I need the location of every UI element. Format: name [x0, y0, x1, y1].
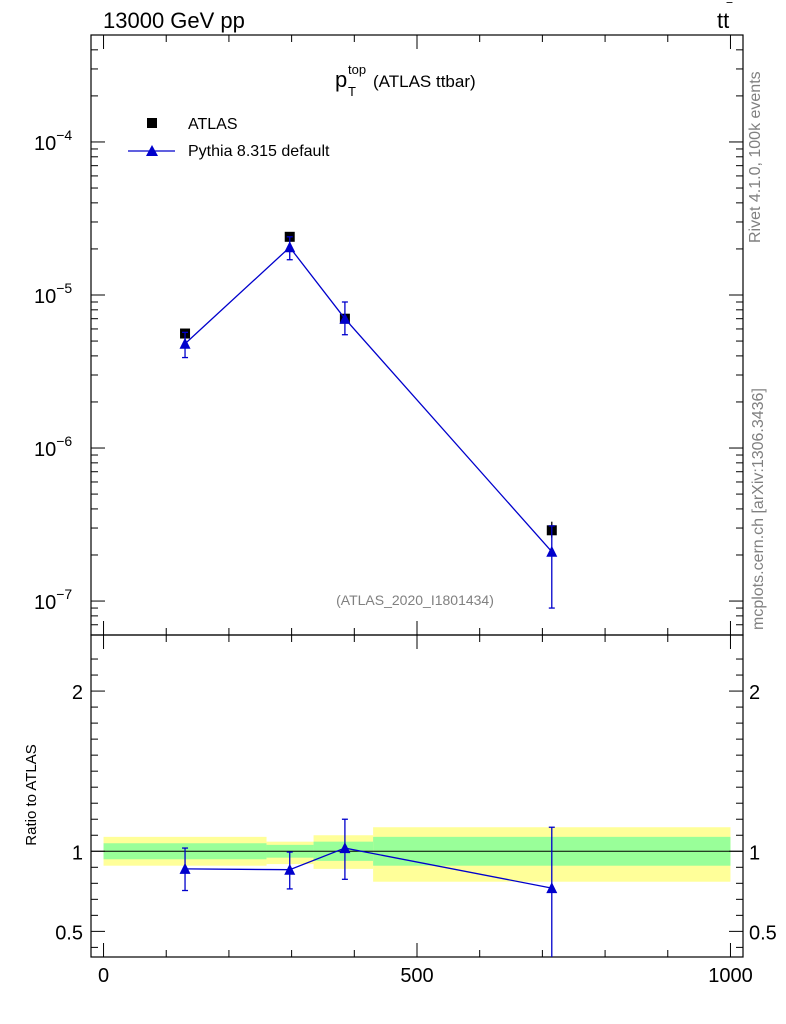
- main-y-tick-exponent: −7: [56, 586, 72, 602]
- legend: ATLAS Pythia 8.315 default: [128, 116, 330, 160]
- ratio-y-tick-label-left: 1: [72, 842, 83, 864]
- ratio-pythia-point: [284, 863, 296, 875]
- ratio-y-tick-label-right: 2: [749, 682, 760, 704]
- main-y-tick-label: 10−5: [34, 280, 72, 308]
- ratio-y-tick-label-left: 2: [72, 682, 83, 704]
- main-panel: 10−4 10−5 10−6 10−7 p top T (ATLAS ttbar) A…: [34, 34, 744, 636]
- main-y-tick-label: 10−4: [34, 127, 72, 155]
- ratio-x-tick-label: 500: [400, 965, 433, 987]
- ratio-series: [179, 818, 558, 957]
- main-series: [179, 231, 558, 609]
- ratio-y-tick-label-left: 0.5: [55, 922, 83, 944]
- main-y-ticks: 10−4 10−5 10−6 10−7: [34, 34, 743, 636]
- ratio-y-ticks: 2 2 1 1 0.5 0.5: [55, 658, 777, 948]
- main-y-tick-exponent: −4: [56, 127, 72, 143]
- ratio-pythia-point: [179, 862, 191, 874]
- ratio-pythia-point: [546, 882, 558, 894]
- chart-title-sup: top: [348, 62, 366, 77]
- pythia-line: [184, 246, 553, 553]
- main-x-ticks: [103, 35, 731, 635]
- legend-atlas-marker: [147, 118, 157, 128]
- ratio-x-ticks: 0 500 1000: [98, 635, 753, 987]
- ratio-x-tick-label: 1000: [708, 965, 753, 987]
- main-y-tick-label: 10−7: [34, 586, 72, 614]
- ratio-panel: 0 500 1000 2 2 1 1 0.5 0.5 Ratio to ATLAS: [23, 634, 777, 987]
- ratio-y-tick-label-right: 0.5: [749, 922, 777, 944]
- pythia-point: [339, 312, 351, 324]
- pythia-point: [179, 337, 191, 349]
- pythia-point: [284, 241, 296, 253]
- ratio-x-tick-label: 0: [98, 965, 109, 987]
- header-process-bar: ‾: [726, 1, 733, 18]
- chart-title-main: p: [335, 67, 347, 92]
- pythia-point: [546, 545, 558, 557]
- ratio-y-tick-label-right: 1: [749, 842, 760, 864]
- ratio-pythia-point: [339, 842, 351, 854]
- legend-pythia-label: Pythia 8.315 default: [188, 143, 330, 160]
- ratio-panel-frame: [90, 634, 744, 958]
- mcplots-source-label: mcplots.cern.ch [arXiv:1306.3436]: [750, 388, 767, 630]
- header-process-label: tt: [717, 8, 729, 33]
- chart-title-sub: T: [348, 84, 356, 99]
- chart-title-rest: (ATLAS ttbar): [373, 72, 476, 91]
- ratio-bands: [103, 827, 731, 882]
- main-y-tick-exponent: −6: [56, 433, 72, 449]
- legend-atlas-label: ATLAS: [188, 116, 238, 133]
- header-left-label: 13000 GeV pp: [103, 8, 245, 33]
- rivet-version-label: Rivet 4.1.0, 100k events: [747, 71, 764, 243]
- analysis-tag: (ATLAS_2020_I1801434): [336, 592, 494, 608]
- ratio-pythia-line: [185, 847, 552, 889]
- legend-pythia-marker: [146, 145, 158, 156]
- main-y-tick-label: 10−6: [34, 433, 72, 461]
- main-y-tick-exponent: −5: [56, 280, 72, 296]
- ratio-y-axis-label: Ratio to ATLAS: [23, 744, 40, 845]
